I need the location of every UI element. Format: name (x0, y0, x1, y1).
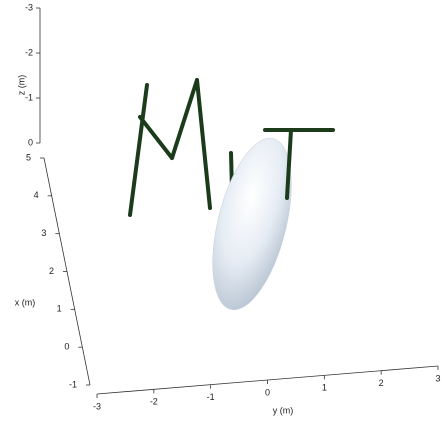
x-tick-label: 1 (57, 304, 62, 314)
x-axis-label: x (m) (15, 297, 36, 307)
letter-stroke (197, 80, 210, 208)
y-tick-label: -2 (150, 397, 158, 407)
chart: z (m) x (m) y (m) -3-2-10-1012345-3-2-10… (0, 0, 442, 422)
y-tick-label: 2 (379, 378, 384, 388)
z-tick-label: 0 (28, 137, 33, 147)
y-tick-label: 3 (435, 373, 440, 383)
y-tick-label: 0 (265, 387, 270, 397)
x-tick-label: 3 (41, 228, 46, 238)
x-tick-label: 0 (64, 342, 69, 352)
letter-stroke (130, 85, 147, 215)
z-tick-label: -3 (25, 2, 33, 12)
y-tick-label: -3 (93, 401, 101, 411)
y-tick-label: 1 (322, 383, 327, 393)
x-tick-label: -1 (69, 379, 77, 389)
y-axis-label: y (m) (273, 405, 294, 415)
letter-stroke (140, 117, 172, 158)
y-tick-label: -1 (207, 392, 215, 402)
z-tick-label: -2 (25, 47, 33, 57)
x-tick-label: 4 (34, 190, 39, 200)
x-tick-label: 5 (26, 152, 31, 162)
letter-stroke (172, 80, 197, 158)
z-tick-label: -1 (25, 92, 33, 102)
mit-letters (130, 80, 232, 215)
x-tick-label: 2 (49, 266, 54, 276)
